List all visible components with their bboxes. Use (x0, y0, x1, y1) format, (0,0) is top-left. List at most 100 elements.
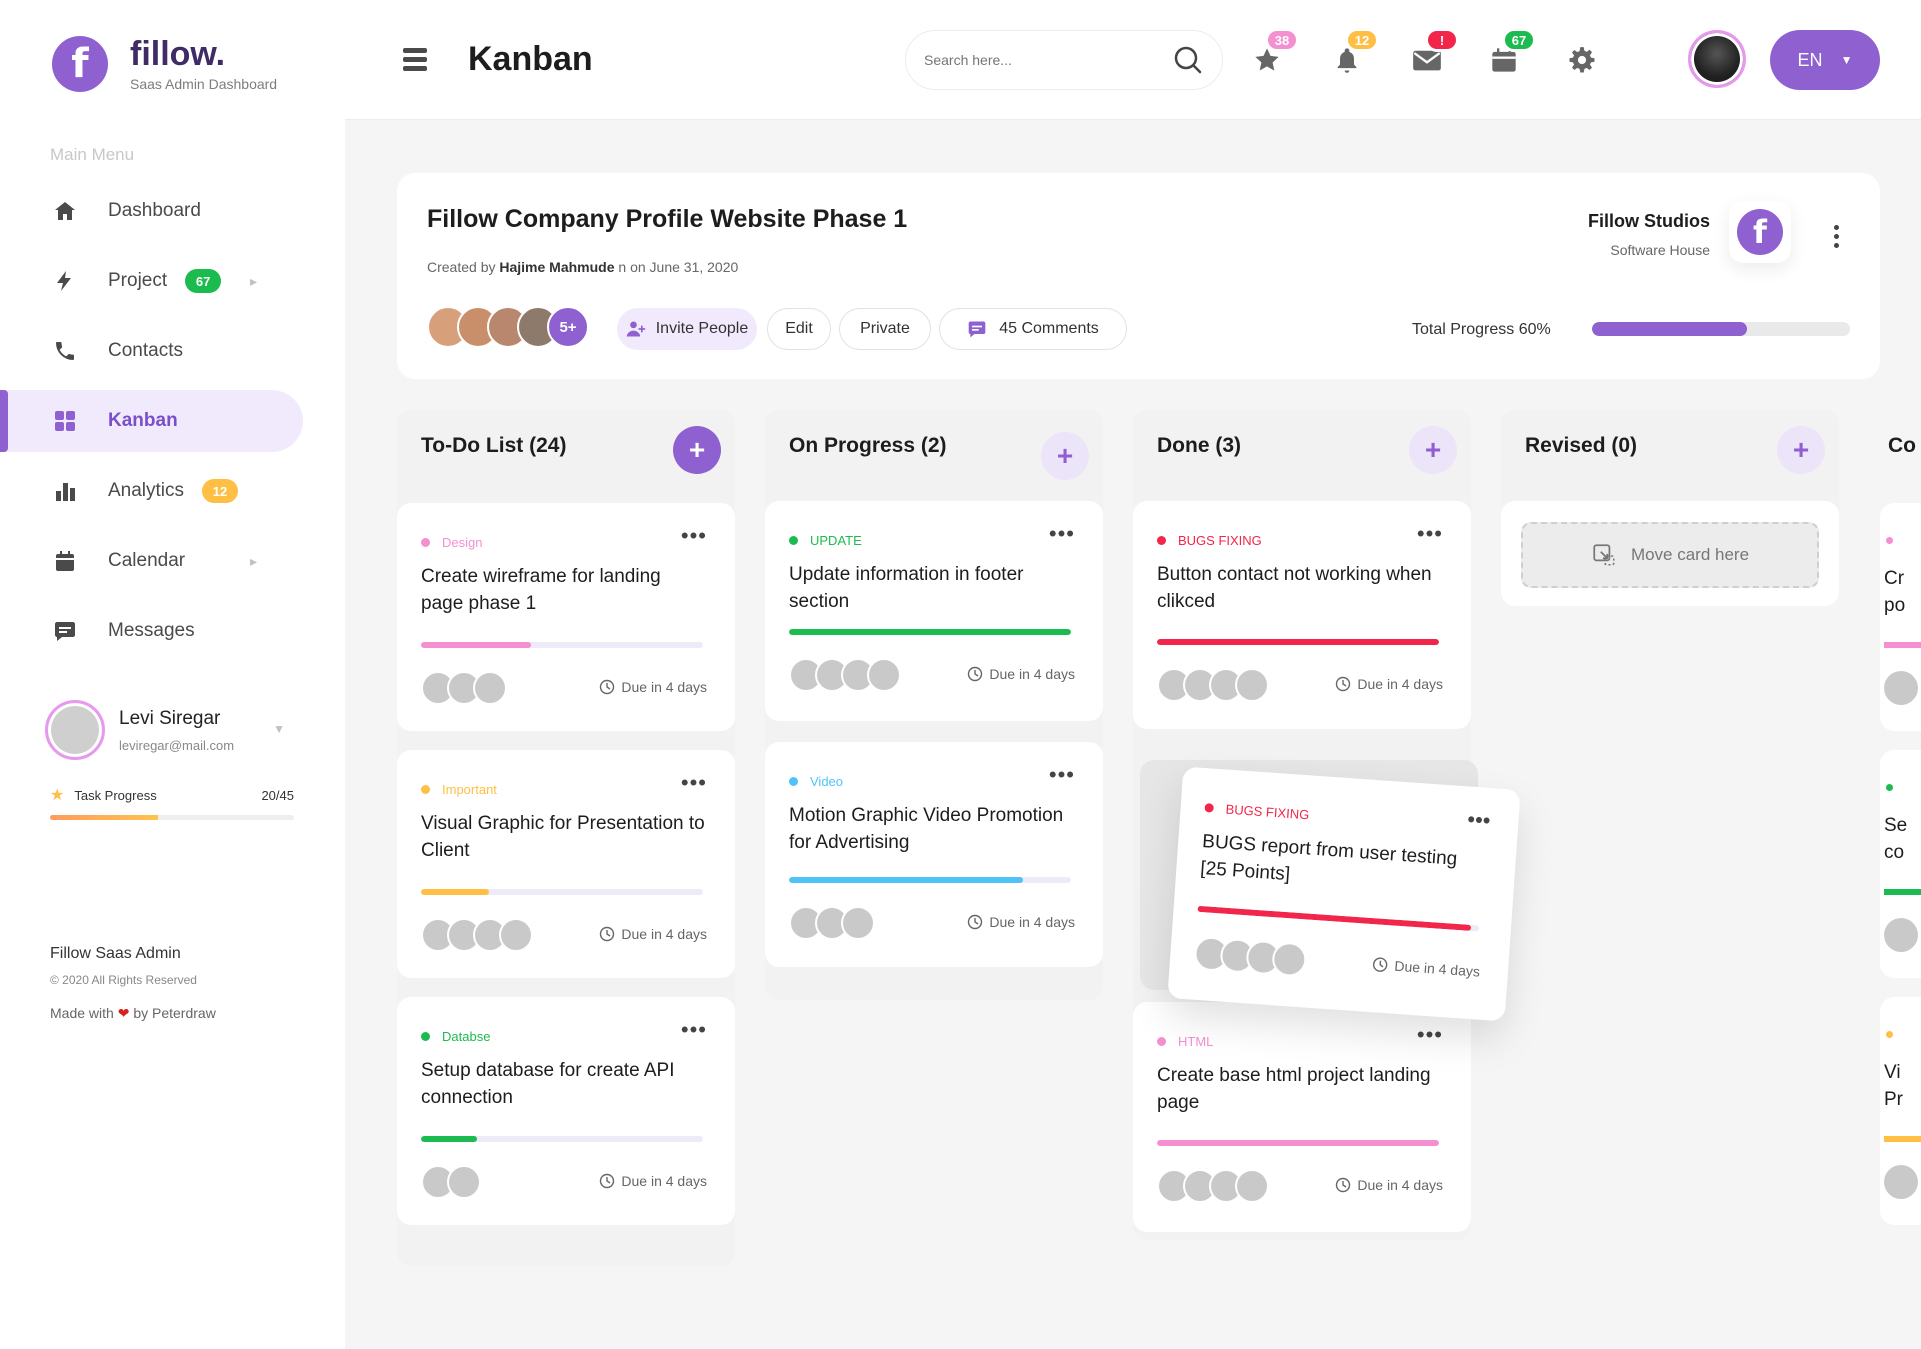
bell-icon[interactable]: 12 (1327, 28, 1379, 80)
sidebar-item-kanban[interactable]: Kanban (0, 390, 303, 452)
sidebar-footer: Fillow Saas Admin © 2020 All Rights Rese… (50, 945, 216, 1022)
total-progress-fill (1592, 322, 1747, 336)
footer-made-suffix: by Peterdraw (133, 1005, 216, 1021)
card-members[interactable] (1157, 1169, 1269, 1203)
footer-title: Fillow Saas Admin (50, 945, 181, 962)
more-options-icon[interactable]: ••• (680, 770, 707, 795)
card-due: Due in 4 days (599, 926, 707, 942)
sidebar-item-label: Messages (108, 620, 195, 641)
more-options-icon[interactable]: ••• (1416, 1022, 1443, 1047)
drop-zone[interactable]: Move card here (1521, 522, 1819, 588)
card-members[interactable] (421, 1165, 481, 1199)
dragging-card[interactable]: BUGS FIXING ••• BUGS report from user te… (1167, 766, 1521, 1022)
sidebar-item-dashboard[interactable]: Dashboard (0, 180, 303, 242)
created-by[interactable]: Hajime Mahmude (499, 259, 615, 275)
card-progress-bar (1197, 905, 1480, 932)
kanban-card[interactable]: Important ••• Visual Graphic for Present… (397, 750, 735, 978)
more-options-icon[interactable]: ••• (1048, 521, 1075, 546)
sidebar-item-calendar[interactable]: Calendar ▸ (0, 530, 303, 592)
kanban-column-on-progress: On Progress (2) + UPDATE ••• Update info… (765, 410, 1103, 1000)
logo[interactable]: f fillow. Saas Admin Dashboard (52, 35, 277, 92)
kanban-card[interactable]: UPDATE ••• Update information in footer … (765, 501, 1103, 721)
kanban-card[interactable]: BUGS FIXING ••• Button contact not worki… (1133, 501, 1471, 729)
project-members[interactable]: 5+ (427, 306, 589, 348)
language-selector[interactable]: EN ▼ (1770, 30, 1880, 90)
card-title: Setup database for create API connection (421, 1060, 675, 1108)
sidebar-item-contacts[interactable]: Contacts (0, 320, 303, 382)
card-members[interactable] (1157, 668, 1269, 702)
sidebar: f fillow. Saas Admin Dashboard Main Menu… (0, 0, 345, 1349)
card-tag: Important (421, 782, 497, 797)
card-members[interactable] (789, 658, 901, 692)
more-options-icon[interactable]: ••• (1048, 762, 1075, 787)
avatar[interactable] (1688, 30, 1746, 88)
card-title-fragment: Cr po (1884, 568, 1906, 616)
avatar (45, 700, 105, 760)
card-due: Due in 4 days (599, 1173, 707, 1189)
kanban-card[interactable]: Vi Pr (1880, 997, 1921, 1225)
clock-icon (600, 926, 615, 942)
kanban-card[interactable]: HTML ••• Create base html project landin… (1133, 1002, 1471, 1232)
footer-credit: Made with ❤ by Peterdraw (50, 1005, 216, 1022)
more-members-badge[interactable]: 5+ (547, 306, 589, 348)
mail-icon[interactable]: ! (1407, 28, 1459, 80)
total-progress-label: Total Progress 60% (1412, 321, 1551, 338)
column-title: Revised (0) (1525, 434, 1638, 457)
menu-toggle-icon[interactable] (403, 48, 427, 75)
kanban-card[interactable]: Video ••• Motion Graphic Video Promotion… (765, 742, 1103, 967)
card-members[interactable] (1193, 935, 1308, 978)
message-icon (50, 616, 80, 646)
search-input[interactable] (924, 52, 1172, 68)
kanban-card[interactable]: Cr po (1880, 503, 1921, 731)
comments-button[interactable]: 45 Comments (939, 308, 1127, 350)
logo-name: fillow. (130, 35, 226, 73)
more-options-icon[interactable]: ••• (1416, 521, 1443, 546)
more-options-icon[interactable]: ••• (680, 523, 707, 548)
total-progress-bar (1592, 322, 1850, 336)
edit-button[interactable]: Edit (767, 308, 831, 350)
more-options-icon[interactable]: ••• (1466, 806, 1492, 834)
studio-logo: f (1729, 201, 1791, 263)
kanban-card[interactable]: Se co (1880, 750, 1921, 978)
sidebar-item-label: Project (108, 270, 168, 291)
search-icon[interactable] (1172, 44, 1204, 76)
gear-icon[interactable] (1562, 40, 1602, 80)
invite-people-button[interactable]: Invite People (617, 308, 757, 350)
search-box[interactable] (905, 30, 1223, 90)
card-members[interactable] (789, 906, 875, 940)
more-options-icon[interactable] (1834, 225, 1840, 252)
column-title: Done (3) (1157, 434, 1241, 457)
created-prefix: Created by (427, 259, 496, 275)
card-members[interactable] (421, 918, 533, 952)
chevron-down-icon[interactable]: ▼ (273, 722, 285, 736)
card-progress-bar (1157, 639, 1439, 645)
card-members[interactable] (421, 671, 507, 705)
card-title: Update information in footer section (789, 564, 1024, 612)
calendar-icon[interactable]: 67 (1484, 28, 1536, 80)
kanban-card[interactable]: Databse ••• Setup database for create AP… (397, 997, 735, 1225)
card-tag: BUGS FIXING (1204, 800, 1310, 822)
sidebar-item-analytics[interactable]: Analytics 12 (0, 460, 303, 522)
add-card-button[interactable]: + (1777, 426, 1825, 474)
private-button[interactable]: Private (839, 308, 931, 350)
more-options-icon[interactable]: ••• (680, 1017, 707, 1042)
language-label: EN (1797, 49, 1823, 70)
bar-chart-icon (50, 476, 80, 506)
add-card-button[interactable]: + (1409, 426, 1457, 474)
kanban-card[interactable]: Design ••• Create wireframe for landing … (397, 503, 735, 731)
card-title: BUGS report from user testing [25 Points… (1199, 831, 1458, 886)
clock-icon (968, 666, 983, 682)
studio-type: Software House (1610, 242, 1710, 258)
logo-subtitle: Saas Admin Dashboard (130, 76, 278, 92)
profile-name: Levi Siregar (119, 707, 221, 729)
star-icon[interactable]: 38 (1247, 28, 1299, 80)
chevron-right-icon: ▸ (250, 272, 258, 289)
add-card-button[interactable]: + (1041, 432, 1089, 480)
user-profile[interactable]: Levi Siregar leviregar@mail.com ▼ (45, 700, 295, 760)
studio-logo-letter: f (1737, 209, 1783, 255)
card-tag: BUGS FIXING (1157, 533, 1262, 548)
add-card-button[interactable]: + (673, 426, 721, 474)
card-title-fragment: Se co (1884, 815, 1908, 863)
sidebar-item-messages[interactable]: Messages (0, 600, 303, 662)
sidebar-item-project[interactable]: Project 67 ▸ (0, 250, 303, 312)
